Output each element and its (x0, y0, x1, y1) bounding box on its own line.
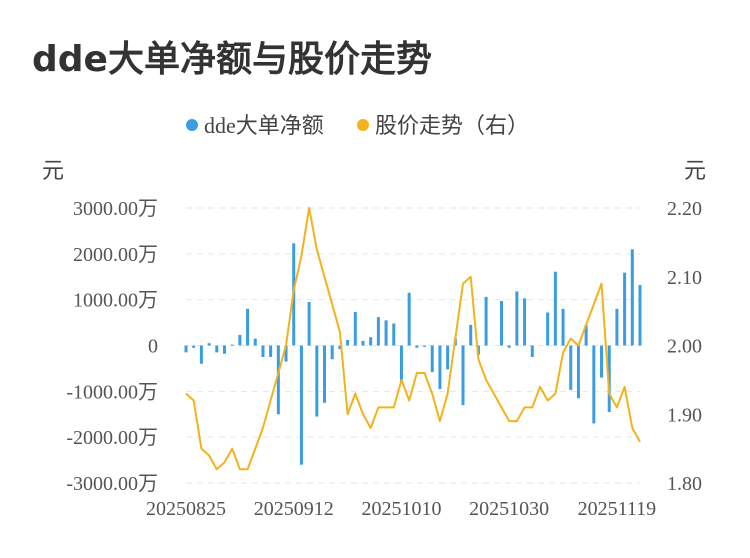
right-tick-label: 1.90 (667, 404, 702, 426)
dde-bar (484, 296, 488, 346)
x-tick-label: 20251010 (361, 498, 441, 520)
dde-bar (423, 345, 427, 347)
right-tick-label: 2.20 (667, 198, 702, 220)
dde-bar (199, 345, 203, 364)
dde-bar (592, 345, 596, 424)
price-line (185, 207, 641, 471)
dde-bar (284, 345, 288, 362)
dde-bar (584, 324, 588, 346)
legend-label-price[interactable]: 股价走势（右） (375, 113, 529, 138)
legend-marker-price (357, 119, 369, 131)
dde-bars (184, 243, 642, 465)
x-tick-label: 20250825 (146, 498, 226, 520)
dde-bar (353, 312, 357, 346)
dde-bar (530, 345, 534, 357)
left-tick-label: 0 (148, 336, 158, 358)
dde-bar (369, 337, 373, 346)
dde-bar (276, 345, 280, 415)
dde-bar (253, 338, 257, 346)
dde-bar (438, 345, 442, 390)
dde-bar (384, 320, 388, 346)
left-axis: 3000.00万 2000.00万 1000.00万 0 -1000.00万 -2000.… (66, 198, 158, 495)
dde-bar (576, 345, 580, 399)
legend-label-dde[interactable]: dde大单净额 (204, 113, 324, 138)
dde-bar (207, 343, 211, 346)
dde-bar (515, 291, 519, 346)
left-axis-unit: 元 (42, 159, 64, 184)
dde-bar (192, 345, 196, 348)
left-tick-label: -3000.00万 (66, 473, 158, 495)
dde-bar (315, 345, 319, 417)
dde-bar (238, 334, 242, 346)
dde-bar (569, 345, 573, 390)
dde-bar (469, 324, 473, 346)
x-tick-label: 20250912 (254, 498, 334, 520)
price-line-path (185, 207, 641, 471)
dde-bar (630, 249, 634, 346)
dde-bar (561, 308, 565, 346)
dde-bar (430, 345, 434, 373)
x-axis: 20250825 20250912 20251010 20251030 20251119 (146, 498, 656, 520)
dde-bar (184, 345, 188, 353)
dde-bar (553, 271, 557, 346)
dde-bar (507, 345, 511, 348)
dde-bar (361, 340, 365, 346)
legend: dde大单净额 股价走势（右） (186, 113, 529, 138)
dde-bar (323, 345, 327, 403)
dde-bar (638, 285, 642, 346)
dde-bar (261, 345, 265, 357)
dde-bar (415, 345, 419, 348)
left-tick-label: -2000.00万 (66, 427, 158, 449)
dde-bar (607, 345, 611, 412)
dde-bar (246, 308, 250, 346)
dde-bar (600, 345, 604, 378)
dde-bar (407, 292, 411, 346)
left-tick-label: 1000.00万 (73, 290, 158, 312)
dde-bar (446, 345, 450, 370)
right-axis-unit: 元 (684, 159, 706, 184)
right-tick-label: 1.80 (667, 473, 702, 495)
right-tick-label: 2.00 (667, 336, 702, 358)
dde-bar (546, 312, 550, 346)
x-tick-label: 20251030 (469, 498, 549, 520)
dde-bar (222, 345, 226, 354)
dde-bar (499, 301, 503, 346)
left-tick-label: -1000.00万 (66, 381, 158, 403)
chart-title: dde大单净额与股价走势 (32, 39, 432, 80)
right-tick-label: 2.10 (667, 267, 702, 289)
dde-bar (392, 323, 396, 346)
dde-bar (346, 340, 350, 346)
dde-bar (330, 345, 334, 360)
dde-bar (269, 345, 273, 357)
dde-bar (338, 345, 342, 350)
dde-bar (399, 345, 403, 383)
right-axis: 2.20 2.10 2.00 1.90 1.80 (667, 198, 702, 495)
dde-bar (299, 345, 303, 465)
dde-bar (215, 345, 219, 353)
dde-bar (461, 345, 465, 406)
dde-bar (523, 298, 527, 346)
x-tick-label: 20251119 (578, 498, 657, 520)
dde-bar (307, 301, 311, 346)
dde-bar (376, 317, 380, 346)
dde-bar (623, 272, 627, 346)
dde-bar (230, 344, 234, 346)
left-tick-label: 2000.00万 (73, 244, 158, 266)
dde-bar (615, 308, 619, 346)
legend-marker-dde (186, 119, 198, 131)
left-tick-label: 3000.00万 (73, 198, 158, 220)
